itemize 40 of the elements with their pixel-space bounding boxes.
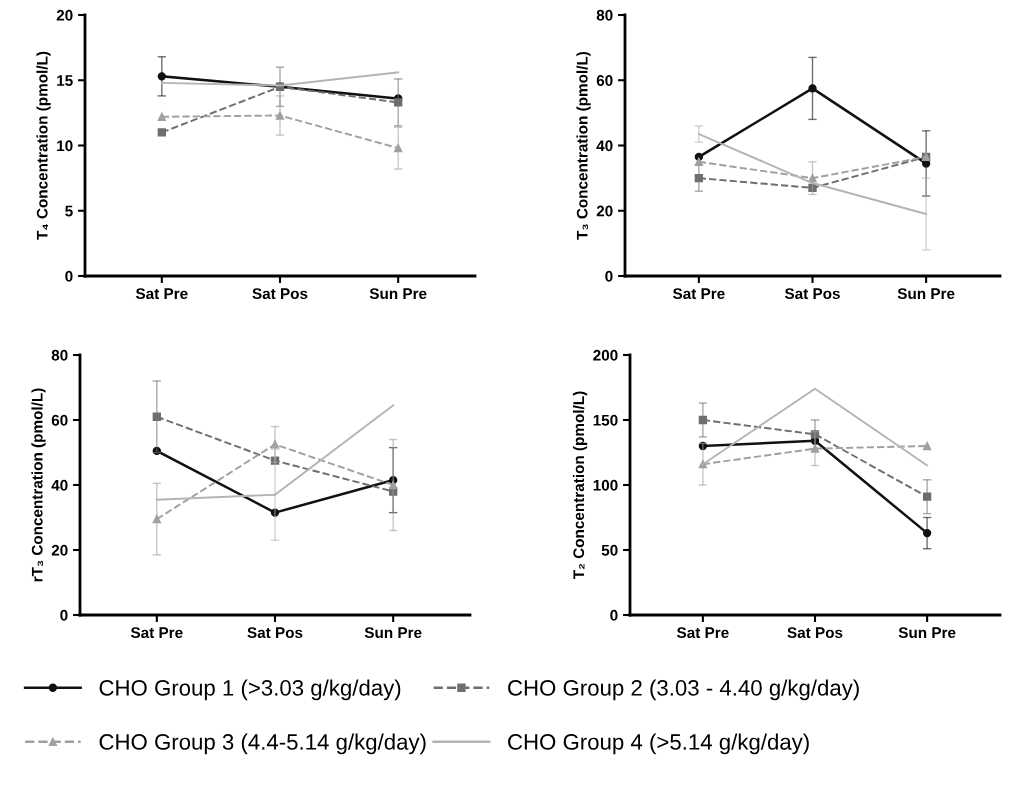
y-tick-label: 60: [51, 414, 68, 426]
legend-label: CHO Group 2 (3.03 - 4.40 g/kg/day): [508, 679, 859, 701]
x-tick-label: Sun Pre: [369, 288, 427, 300]
y-tick-label: 0: [605, 270, 613, 282]
x-tick-label: Sat Pos: [252, 288, 308, 300]
y-tick-label: 40: [596, 140, 613, 152]
y-tick-label: 80: [51, 349, 68, 361]
y-axis-title: T₄ Concentration (pmol/L): [36, 51, 51, 240]
x-tick-label: Sat Pos: [784, 288, 840, 300]
legend-label: CHO Group 1 (>3.03 g/kg/day): [99, 679, 401, 701]
x-tick-label: Sat Pre: [130, 627, 183, 639]
y-tick-label: 200: [593, 349, 618, 361]
x-tick-label: Sat Pos: [787, 627, 843, 639]
x-tick-label: Sat Pre: [135, 288, 188, 300]
y-tick-label: 20: [56, 9, 73, 21]
y-tick-label: 20: [51, 544, 68, 556]
y-tick-label: 60: [596, 75, 613, 86]
y-axis-title: T₃ Concentration (pmol/L): [576, 51, 591, 240]
x-tick-label: Sun Pre: [898, 627, 956, 639]
x-tick-label: Sun Pre: [364, 627, 422, 639]
y-tick-label: 40: [51, 479, 68, 491]
y-axis-title: rT₃ Concentration (pmol/L): [31, 388, 46, 582]
y-tick-label: 80: [596, 9, 613, 21]
y-tick-label: 10: [57, 140, 73, 152]
x-tick-label: Sun Pre: [897, 288, 955, 300]
x-tick-label: Sat Pos: [247, 627, 303, 639]
x-tick-label: Sat Pre: [672, 288, 725, 300]
y-axis-title: T₂ Concentration (pmol/L): [572, 391, 588, 580]
legend-label: CHO Group 3 (4.4-5.14 g/kg/day): [99, 733, 426, 755]
y-tick-label: 15: [57, 75, 73, 86]
y-tick-label: 0: [65, 270, 73, 282]
y-tick-label: 5: [65, 205, 73, 217]
x-tick-label: Sat Pre: [676, 627, 729, 639]
y-tick-label: 150: [593, 414, 618, 426]
legend-label: CHO Group 4 (>5.14 g/kg/day): [508, 733, 809, 755]
y-tick-label: 0: [60, 609, 68, 621]
y-tick-label: 50: [601, 544, 618, 556]
y-tick-label: 0: [610, 609, 618, 621]
y-tick-label: 20: [596, 205, 613, 217]
y-tick-label: 100: [593, 479, 618, 491]
